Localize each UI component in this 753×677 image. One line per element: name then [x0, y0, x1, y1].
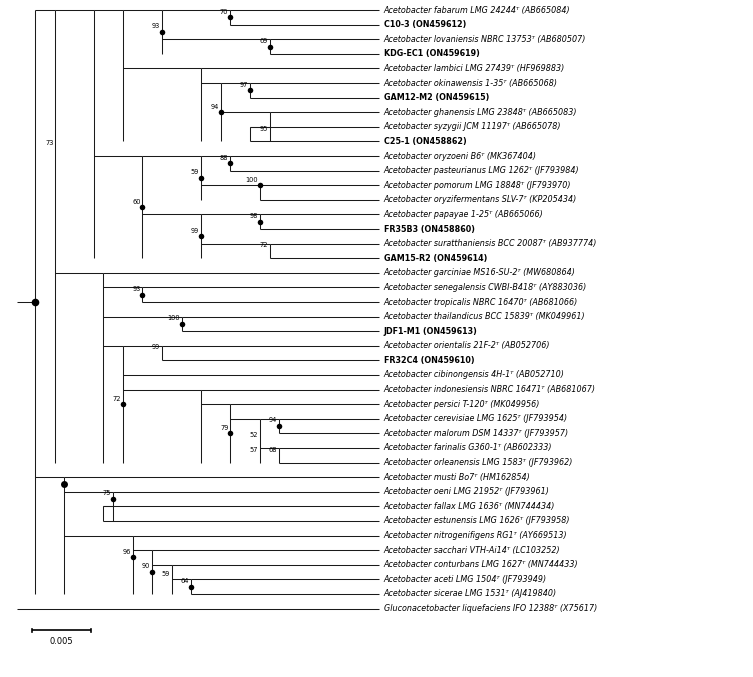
- Text: 99: 99: [152, 345, 160, 351]
- Text: 52: 52: [249, 432, 258, 438]
- Text: 57: 57: [249, 447, 258, 453]
- Text: C10-3 (ON459612): C10-3 (ON459612): [384, 20, 466, 29]
- Text: FR32C4 (ON459610): FR32C4 (ON459610): [384, 356, 474, 365]
- Text: 68: 68: [269, 447, 277, 453]
- Text: Acetobacter tropicalis NBRC 16470ᵀ (AB681066): Acetobacter tropicalis NBRC 16470ᵀ (AB68…: [384, 297, 578, 307]
- Text: Acetobacter suratthaniensis BCC 20087ᵀ (AB937774): Acetobacter suratthaniensis BCC 20087ᵀ (…: [384, 239, 597, 248]
- Text: Acetobacter nitrogenifigens RG1ᵀ (AY669513): Acetobacter nitrogenifigens RG1ᵀ (AY6695…: [384, 531, 568, 540]
- Text: 94: 94: [210, 104, 218, 110]
- Text: JDF1-M1 (ON459613): JDF1-M1 (ON459613): [384, 327, 477, 336]
- Text: Acetobacter persici T-120ᵀ (MK049956): Acetobacter persici T-120ᵀ (MK049956): [384, 399, 540, 409]
- Text: 99: 99: [191, 227, 199, 234]
- Text: Acetobacter cibinongensis 4H-1ᵀ (AB052710): Acetobacter cibinongensis 4H-1ᵀ (AB05271…: [384, 370, 565, 380]
- Text: 72: 72: [259, 242, 267, 248]
- Text: 100: 100: [245, 177, 258, 183]
- Text: FR35B3 (ON458860): FR35B3 (ON458860): [384, 225, 475, 234]
- Text: 90: 90: [142, 563, 151, 569]
- Text: Acetobacter pomorum LMG 18848ᵀ (JF793970): Acetobacter pomorum LMG 18848ᵀ (JF793970…: [384, 181, 572, 190]
- Text: Acetobacter estunensis LMG 1626ᵀ (JF793958): Acetobacter estunensis LMG 1626ᵀ (JF7939…: [384, 517, 570, 525]
- Text: 96: 96: [123, 549, 131, 555]
- Text: Acetobacter lovaniensis NBRC 13753ᵀ (AB680507): Acetobacter lovaniensis NBRC 13753ᵀ (AB6…: [384, 35, 586, 44]
- Text: 88: 88: [220, 155, 228, 160]
- Text: GAM15-R2 (ON459614): GAM15-R2 (ON459614): [384, 254, 487, 263]
- Text: Acetobacter syzygii JCM 11197ᵀ (AB665078): Acetobacter syzygii JCM 11197ᵀ (AB665078…: [384, 123, 561, 131]
- Text: Acetobacter garciniae MS16-SU-2ᵀ (MW680864): Acetobacter garciniae MS16-SU-2ᵀ (MW6808…: [384, 268, 576, 278]
- Text: Acetobacter conturbans LMG 1627ᵀ (MN744433): Acetobacter conturbans LMG 1627ᵀ (MN7444…: [384, 561, 578, 569]
- Text: 70: 70: [220, 9, 228, 15]
- Text: 98: 98: [249, 213, 258, 219]
- Text: Acetobacter orleanensis LMG 1583ᵀ (JF793962): Acetobacter orleanensis LMG 1583ᵀ (JF793…: [384, 458, 573, 467]
- Text: Acetobacter farinalis G360-1ᵀ (AB602333): Acetobacter farinalis G360-1ᵀ (AB602333): [384, 443, 553, 452]
- Text: 79: 79: [220, 424, 228, 431]
- Text: 59: 59: [161, 571, 170, 577]
- Text: Acetobacter musti Bo7ᵀ (HM162854): Acetobacter musti Bo7ᵀ (HM162854): [384, 473, 531, 481]
- Text: Acetobacter oryzifermentans SLV-7ᵀ (KP205434): Acetobacter oryzifermentans SLV-7ᵀ (KP20…: [384, 196, 577, 204]
- Text: Acetobacter cerevisiae LMG 1625ᵀ (JF793954): Acetobacter cerevisiae LMG 1625ᵀ (JF7939…: [384, 414, 568, 423]
- Text: 97: 97: [239, 82, 248, 88]
- Text: 95: 95: [259, 125, 267, 131]
- Text: GAM12-M2 (ON459615): GAM12-M2 (ON459615): [384, 93, 489, 102]
- Text: Acetobacter papayae 1-25ᵀ (AB665066): Acetobacter papayae 1-25ᵀ (AB665066): [384, 210, 544, 219]
- Text: Gluconacetobacter liquefaciens IFO 12388ᵀ (X75617): Gluconacetobacter liquefaciens IFO 12388…: [384, 604, 597, 613]
- Text: Acetobacter oryzoeni B6ᵀ (MK367404): Acetobacter oryzoeni B6ᵀ (MK367404): [384, 152, 537, 160]
- Text: Acetobacter senegalensis CWBI-B418ᵀ (AY883036): Acetobacter senegalensis CWBI-B418ᵀ (AY8…: [384, 283, 587, 292]
- Text: 64: 64: [181, 578, 190, 584]
- Text: Acetobacter okinawensis 1-35ᵀ (AB665068): Acetobacter okinawensis 1-35ᵀ (AB665068): [384, 79, 558, 87]
- Text: Acetobacter indonesiensis NBRC 16471ᵀ (AB681067): Acetobacter indonesiensis NBRC 16471ᵀ (A…: [384, 385, 596, 394]
- Text: Acetobacter aceti LMG 1504ᵀ (JF793949): Acetobacter aceti LMG 1504ᵀ (JF793949): [384, 575, 547, 584]
- Text: Acetobacter oeni LMG 21952ᵀ (JF793961): Acetobacter oeni LMG 21952ᵀ (JF793961): [384, 487, 550, 496]
- Text: C25-1 (ON458862): C25-1 (ON458862): [384, 137, 467, 146]
- Text: Acetobacter sicerae LMG 1531ᵀ (AJ419840): Acetobacter sicerae LMG 1531ᵀ (AJ419840): [384, 590, 557, 598]
- Text: 93: 93: [152, 23, 160, 29]
- Text: Acetobacter fabarum LMG 24244ᵀ (AB665084): Acetobacter fabarum LMG 24244ᵀ (AB665084…: [384, 5, 571, 15]
- Text: 93: 93: [133, 286, 141, 292]
- Text: Acetobacter ghanensis LMG 23848ᵀ (AB665083): Acetobacter ghanensis LMG 23848ᵀ (AB6650…: [384, 108, 578, 116]
- Text: 72: 72: [112, 395, 121, 401]
- Text: KDG-EC1 (ON459619): KDG-EC1 (ON459619): [384, 49, 480, 58]
- Text: 0.005: 0.005: [50, 637, 73, 646]
- Text: Acetobacter sacchari VTH-Ai14ᵀ (LC103252): Acetobacter sacchari VTH-Ai14ᵀ (LC103252…: [384, 546, 560, 554]
- Text: 94: 94: [269, 418, 277, 423]
- Text: Acetobacter thailandicus BCC 15839ᵀ (MK049961): Acetobacter thailandicus BCC 15839ᵀ (MK0…: [384, 312, 585, 321]
- Text: 100: 100: [167, 315, 180, 322]
- Text: Acetobacter orientalis 21F-2ᵀ (AB052706): Acetobacter orientalis 21F-2ᵀ (AB052706): [384, 341, 550, 350]
- Text: Acetobacter pasteurianus LMG 1262ᵀ (JF793984): Acetobacter pasteurianus LMG 1262ᵀ (JF79…: [384, 166, 580, 175]
- Text: 60: 60: [132, 198, 141, 204]
- Text: 59: 59: [191, 169, 199, 175]
- Text: Acetobacter malorum DSM 14337ᵀ (JF793957): Acetobacter malorum DSM 14337ᵀ (JF793957…: [384, 429, 569, 438]
- Text: Acetobacter lambici LMG 27439ᵀ (HF969883): Acetobacter lambici LMG 27439ᵀ (HF969883…: [384, 64, 565, 73]
- Text: 75: 75: [102, 490, 111, 496]
- Text: 69: 69: [259, 38, 267, 44]
- Text: 73: 73: [45, 140, 53, 146]
- Text: Acetobacter fallax LMG 1636ᵀ (MN744434): Acetobacter fallax LMG 1636ᵀ (MN744434): [384, 502, 555, 511]
